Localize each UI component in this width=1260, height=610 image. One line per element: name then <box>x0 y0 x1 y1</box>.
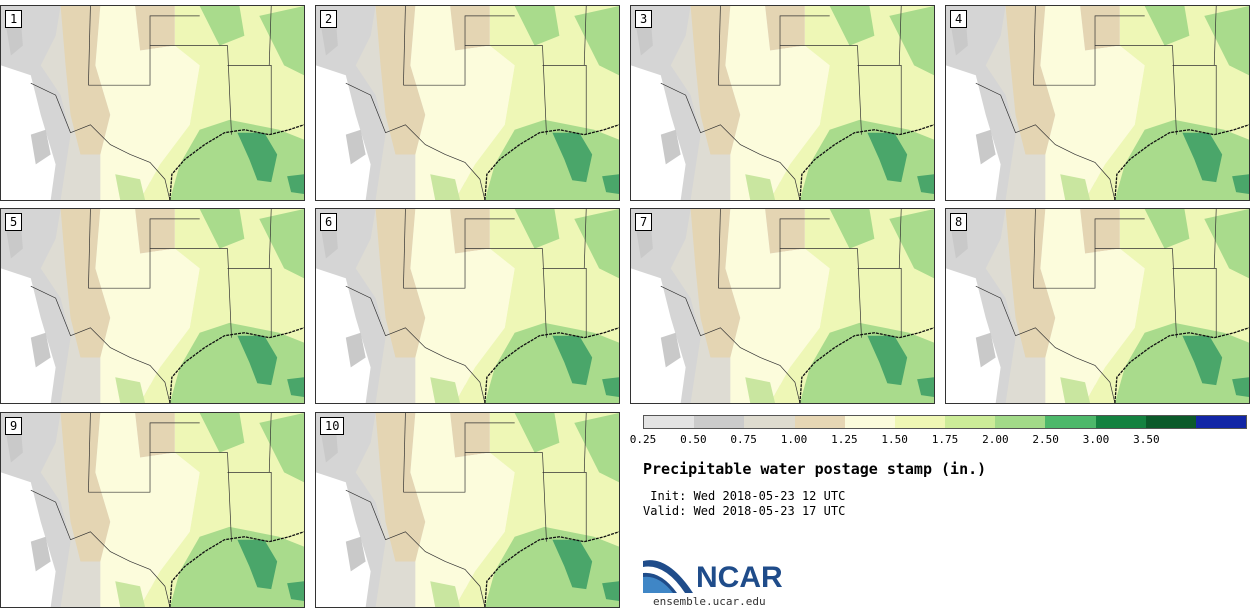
colorbar-tick-label: 1.25 <box>831 433 858 446</box>
colorbar-tick-label: 1.00 <box>780 433 808 446</box>
member-panel: 5 <box>0 208 305 404</box>
member-panel: 9 <box>0 412 305 608</box>
colorbar-tick-label: 2.00 <box>982 433 1009 446</box>
precip-water-map <box>631 6 934 200</box>
member-number: 9 <box>5 417 23 435</box>
colorbar-segment <box>945 416 996 428</box>
member-panel: 8 <box>945 208 1250 404</box>
ncar-logo-text: NCAR <box>696 561 783 594</box>
colorbar-tick-label: 0.75 <box>730 433 757 446</box>
member-panel: 4 <box>945 5 1250 201</box>
colorbar-tick-label: 3.00 <box>1082 433 1110 446</box>
colorbar-segment <box>894 416 946 428</box>
colorbar-tick-label: 1.75 <box>931 433 959 446</box>
precip-water-map <box>946 6 1249 200</box>
colorbar-segment <box>995 416 1046 428</box>
member-panel: 10 <box>315 412 620 608</box>
colorbar-segment <box>744 416 795 428</box>
member-number: 7 <box>635 213 653 231</box>
valid-time: Valid: Wed 2018-05-23 17 UTC <box>643 504 846 518</box>
member-number: 10 <box>320 417 345 435</box>
colorbar-tick-label: 1.50 <box>881 433 908 446</box>
colorbar-tick-label: 0.50 <box>680 433 707 446</box>
init-time: Init: Wed 2018-05-23 12 UTC <box>643 489 846 503</box>
colorbar-tick-label: 3.50 <box>1133 433 1160 446</box>
precip-water-map <box>316 6 619 200</box>
member-number: 5 <box>5 213 23 231</box>
ncar-logo-icon <box>643 560 693 593</box>
colorbar-segment <box>1145 416 1196 428</box>
precip-water-map <box>946 209 1249 403</box>
member-number: 2 <box>320 10 338 28</box>
precip-water-map <box>1 413 304 607</box>
colorbar-segment <box>644 416 695 428</box>
member-number: 8 <box>950 213 968 231</box>
member-panel: 3 <box>630 5 935 201</box>
member-panel: 1 <box>0 5 305 201</box>
precip-water-map <box>1 6 304 200</box>
colorbar-tick-label: 0.25 <box>629 433 657 446</box>
colorbar-segment <box>694 416 745 428</box>
member-number: 4 <box>950 10 968 28</box>
member-number: 1 <box>5 10 23 28</box>
colorbar-tick-label: 2.50 <box>1032 433 1059 446</box>
colorbar-segment <box>1195 416 1247 428</box>
product-title: Precipitable water postage stamp (in.) <box>643 460 987 478</box>
member-panel: 7 <box>630 208 935 404</box>
member-panel: 6 <box>315 208 620 404</box>
precip-water-map <box>316 209 619 403</box>
colorbar-segment <box>844 416 895 428</box>
colorbar-segment <box>794 416 845 428</box>
member-number: 6 <box>320 213 338 231</box>
site-url: ensemble.ucar.edu <box>653 595 766 608</box>
precip-water-map <box>631 209 934 403</box>
precip-water-map <box>316 413 619 607</box>
colorbar-segment <box>1045 416 1096 428</box>
colorbar-segment <box>1095 416 1146 428</box>
precip-water-map <box>1 209 304 403</box>
member-number: 3 <box>635 10 653 28</box>
member-panel: 2 <box>315 5 620 201</box>
colorbar <box>643 415 1247 429</box>
